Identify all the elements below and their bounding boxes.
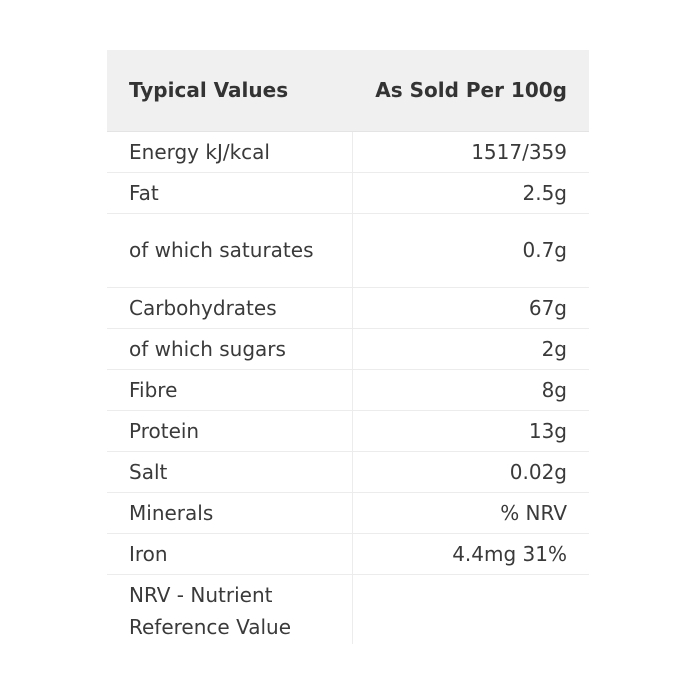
row-name-iron: Iron (107, 533, 353, 575)
row-value-salt: 0.02g (352, 451, 589, 493)
row-value-carbohydrates: 67g (352, 287, 589, 329)
row-name-minerals: Minerals (107, 492, 353, 534)
row-name-protein: Protein (107, 410, 353, 452)
table-row: Fibre 8g (107, 369, 589, 411)
table-row: Carbohydrates 67g (107, 287, 589, 329)
row-name-sugars: of which sugars (107, 328, 353, 370)
table-row: Protein 13g (107, 410, 589, 452)
header-per-100g: As Sold Per 100g (352, 50, 589, 132)
row-value-fibre: 8g (352, 369, 589, 411)
nutrition-table: Typical Values As Sold Per 100g Energy k… (107, 50, 589, 648)
row-name-carbohydrates: Carbohydrates (107, 287, 353, 329)
table-row: Minerals % NRV (107, 492, 589, 534)
table-row: of which saturates 0.7g (107, 213, 589, 288)
table-header-row: Typical Values As Sold Per 100g (107, 50, 589, 132)
row-name-fat: Fat (107, 172, 353, 214)
row-value-nrv-note (352, 574, 589, 644)
row-name-nrv-note: NRV - Nutrient Reference Value (107, 574, 353, 644)
nutrition-grid: Typical Values As Sold Per 100g Energy k… (107, 50, 589, 644)
row-value-protein: 13g (352, 410, 589, 452)
row-value-iron: 4.4mg 31% (352, 533, 589, 575)
row-value-sugars: 2g (352, 328, 589, 370)
row-name-energy: Energy kJ/kcal (107, 131, 353, 173)
table-row: Salt 0.02g (107, 451, 589, 493)
table-row: Fat 2.5g (107, 172, 589, 214)
table-row: Iron 4.4mg 31% (107, 533, 589, 575)
row-value-fat: 2.5g (352, 172, 589, 214)
row-name-salt: Salt (107, 451, 353, 493)
row-name-fibre: Fibre (107, 369, 353, 411)
table-row: of which sugars 2g (107, 328, 589, 370)
table-row: NRV - Nutrient Reference Value (107, 574, 589, 644)
row-value-energy: 1517/359 (352, 131, 589, 173)
row-name-saturates: of which saturates (107, 213, 353, 288)
row-value-minerals: % NRV (352, 492, 589, 534)
table-row: Energy kJ/kcal 1517/359 (107, 131, 589, 173)
row-value-saturates: 0.7g (352, 213, 589, 288)
header-typical-values: Typical Values (107, 50, 352, 132)
